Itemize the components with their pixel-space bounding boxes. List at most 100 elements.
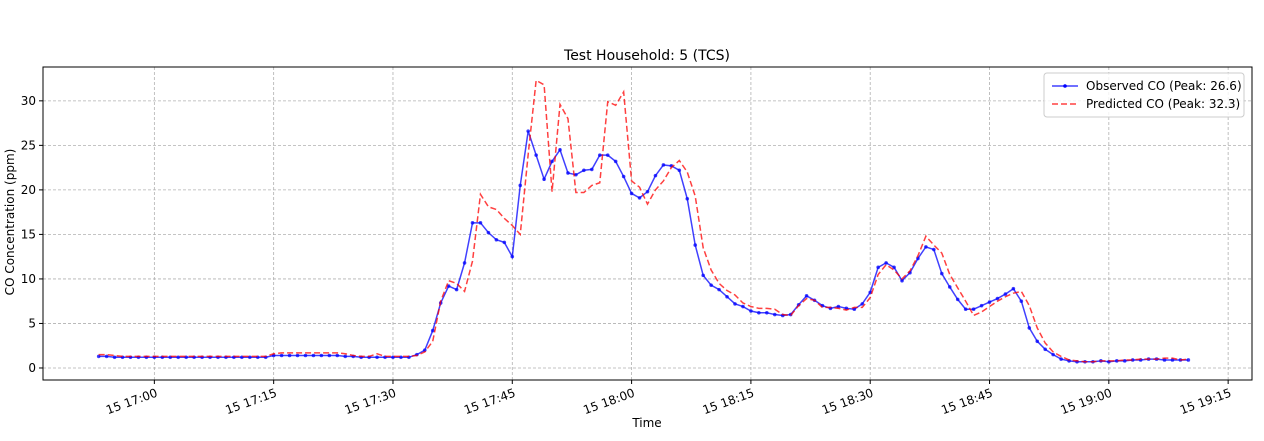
data-point — [629, 191, 634, 196]
data-point — [287, 353, 292, 358]
data-point — [534, 153, 538, 157]
data-point — [892, 265, 896, 270]
data-point — [502, 240, 507, 245]
data-point — [757, 310, 761, 315]
x-tick-label: 15 17:30 — [343, 386, 398, 418]
x-axis-label: Time — [631, 416, 661, 430]
y-tick-label: 5 — [28, 316, 36, 330]
data-point — [987, 300, 992, 304]
data-point — [566, 171, 570, 175]
data-point — [765, 310, 769, 315]
data-point — [661, 163, 666, 167]
data-point — [693, 243, 698, 247]
data-point — [1059, 357, 1063, 361]
data-point — [590, 167, 594, 172]
data-point — [979, 303, 984, 308]
x-tick-label: 15 18:45 — [939, 386, 994, 418]
data-point — [1186, 358, 1191, 362]
data-point — [375, 355, 379, 360]
data-point — [645, 189, 650, 194]
data-point — [303, 353, 308, 358]
data-point — [1122, 359, 1127, 363]
data-point — [955, 297, 960, 302]
data-point — [470, 221, 475, 225]
data-point — [311, 353, 316, 358]
x-tick-label: 15 17:45 — [462, 386, 517, 418]
data-point — [430, 328, 435, 333]
data-point — [860, 302, 865, 306]
data-point — [1003, 292, 1008, 296]
data-point — [399, 355, 403, 360]
data-point — [947, 285, 952, 289]
data-point — [176, 355, 181, 360]
data-point — [494, 237, 499, 242]
data-point — [995, 296, 1000, 301]
x-tick-label: 15 19:00 — [1059, 386, 1114, 418]
y-tick-label: 10 — [21, 272, 36, 286]
data-point — [900, 278, 904, 283]
x-tick-label: 15 17:00 — [104, 386, 159, 418]
data-point — [749, 309, 753, 313]
data-point — [1027, 326, 1032, 330]
data-point — [836, 304, 841, 309]
data-point — [510, 254, 515, 259]
data-point — [772, 312, 777, 317]
data-point — [335, 353, 340, 358]
y-tick-label: 0 — [28, 361, 36, 375]
data-point — [932, 247, 936, 252]
data-point — [1011, 286, 1016, 291]
data-point — [725, 294, 729, 299]
data-point — [1130, 358, 1135, 362]
data-point — [558, 148, 562, 152]
data-point — [741, 304, 745, 309]
series-line — [98, 79, 1189, 363]
data-point — [518, 183, 523, 188]
data-point — [446, 284, 451, 288]
y-tick-label: 20 — [21, 183, 36, 197]
data-point — [685, 196, 690, 201]
data-point — [112, 355, 117, 360]
data-point — [717, 287, 721, 292]
data-point — [319, 353, 324, 358]
data-point — [597, 153, 602, 157]
legend: Observed CO (Peak: 26.6) Predicted CO (Pe… — [1043, 72, 1245, 118]
data-point — [104, 354, 109, 359]
plot-frame — [42, 66, 1253, 381]
data-point — [653, 173, 658, 178]
data-point — [939, 271, 944, 276]
data-point — [526, 129, 530, 133]
data-point — [733, 302, 737, 306]
x-tick-label: 15 19:15 — [1178, 386, 1233, 418]
data-point — [542, 177, 546, 181]
x-tick-label: 15 18:15 — [701, 386, 756, 418]
data-point — [550, 159, 554, 164]
data-point — [701, 273, 705, 278]
data-point — [605, 153, 610, 157]
data-point — [1035, 339, 1040, 344]
data-point — [486, 230, 491, 235]
legend-marker — [1063, 84, 1067, 88]
data-point — [709, 283, 713, 287]
legend-box — [1043, 72, 1245, 118]
data-point — [804, 294, 809, 298]
data-point — [295, 353, 300, 358]
chart-title: Test Household: 5 (TCS) — [563, 48, 730, 64]
data-point — [1114, 359, 1119, 363]
data-point — [621, 174, 626, 179]
data-point — [327, 353, 332, 358]
data-point — [613, 159, 618, 164]
y-tick-label: 30 — [21, 94, 36, 108]
series-line — [98, 130, 1189, 363]
x-tick-label: 15 17:15 — [223, 386, 278, 418]
data-point — [677, 168, 682, 173]
data-point — [343, 354, 348, 359]
data-point — [884, 261, 888, 265]
legend-label: Observed CO (Peak: 26.6) — [1086, 79, 1242, 93]
data-point — [478, 221, 483, 225]
data-point — [1162, 358, 1167, 362]
data-point — [637, 196, 642, 200]
data-point — [454, 287, 459, 292]
data-point — [391, 355, 395, 360]
data-point — [971, 307, 976, 312]
